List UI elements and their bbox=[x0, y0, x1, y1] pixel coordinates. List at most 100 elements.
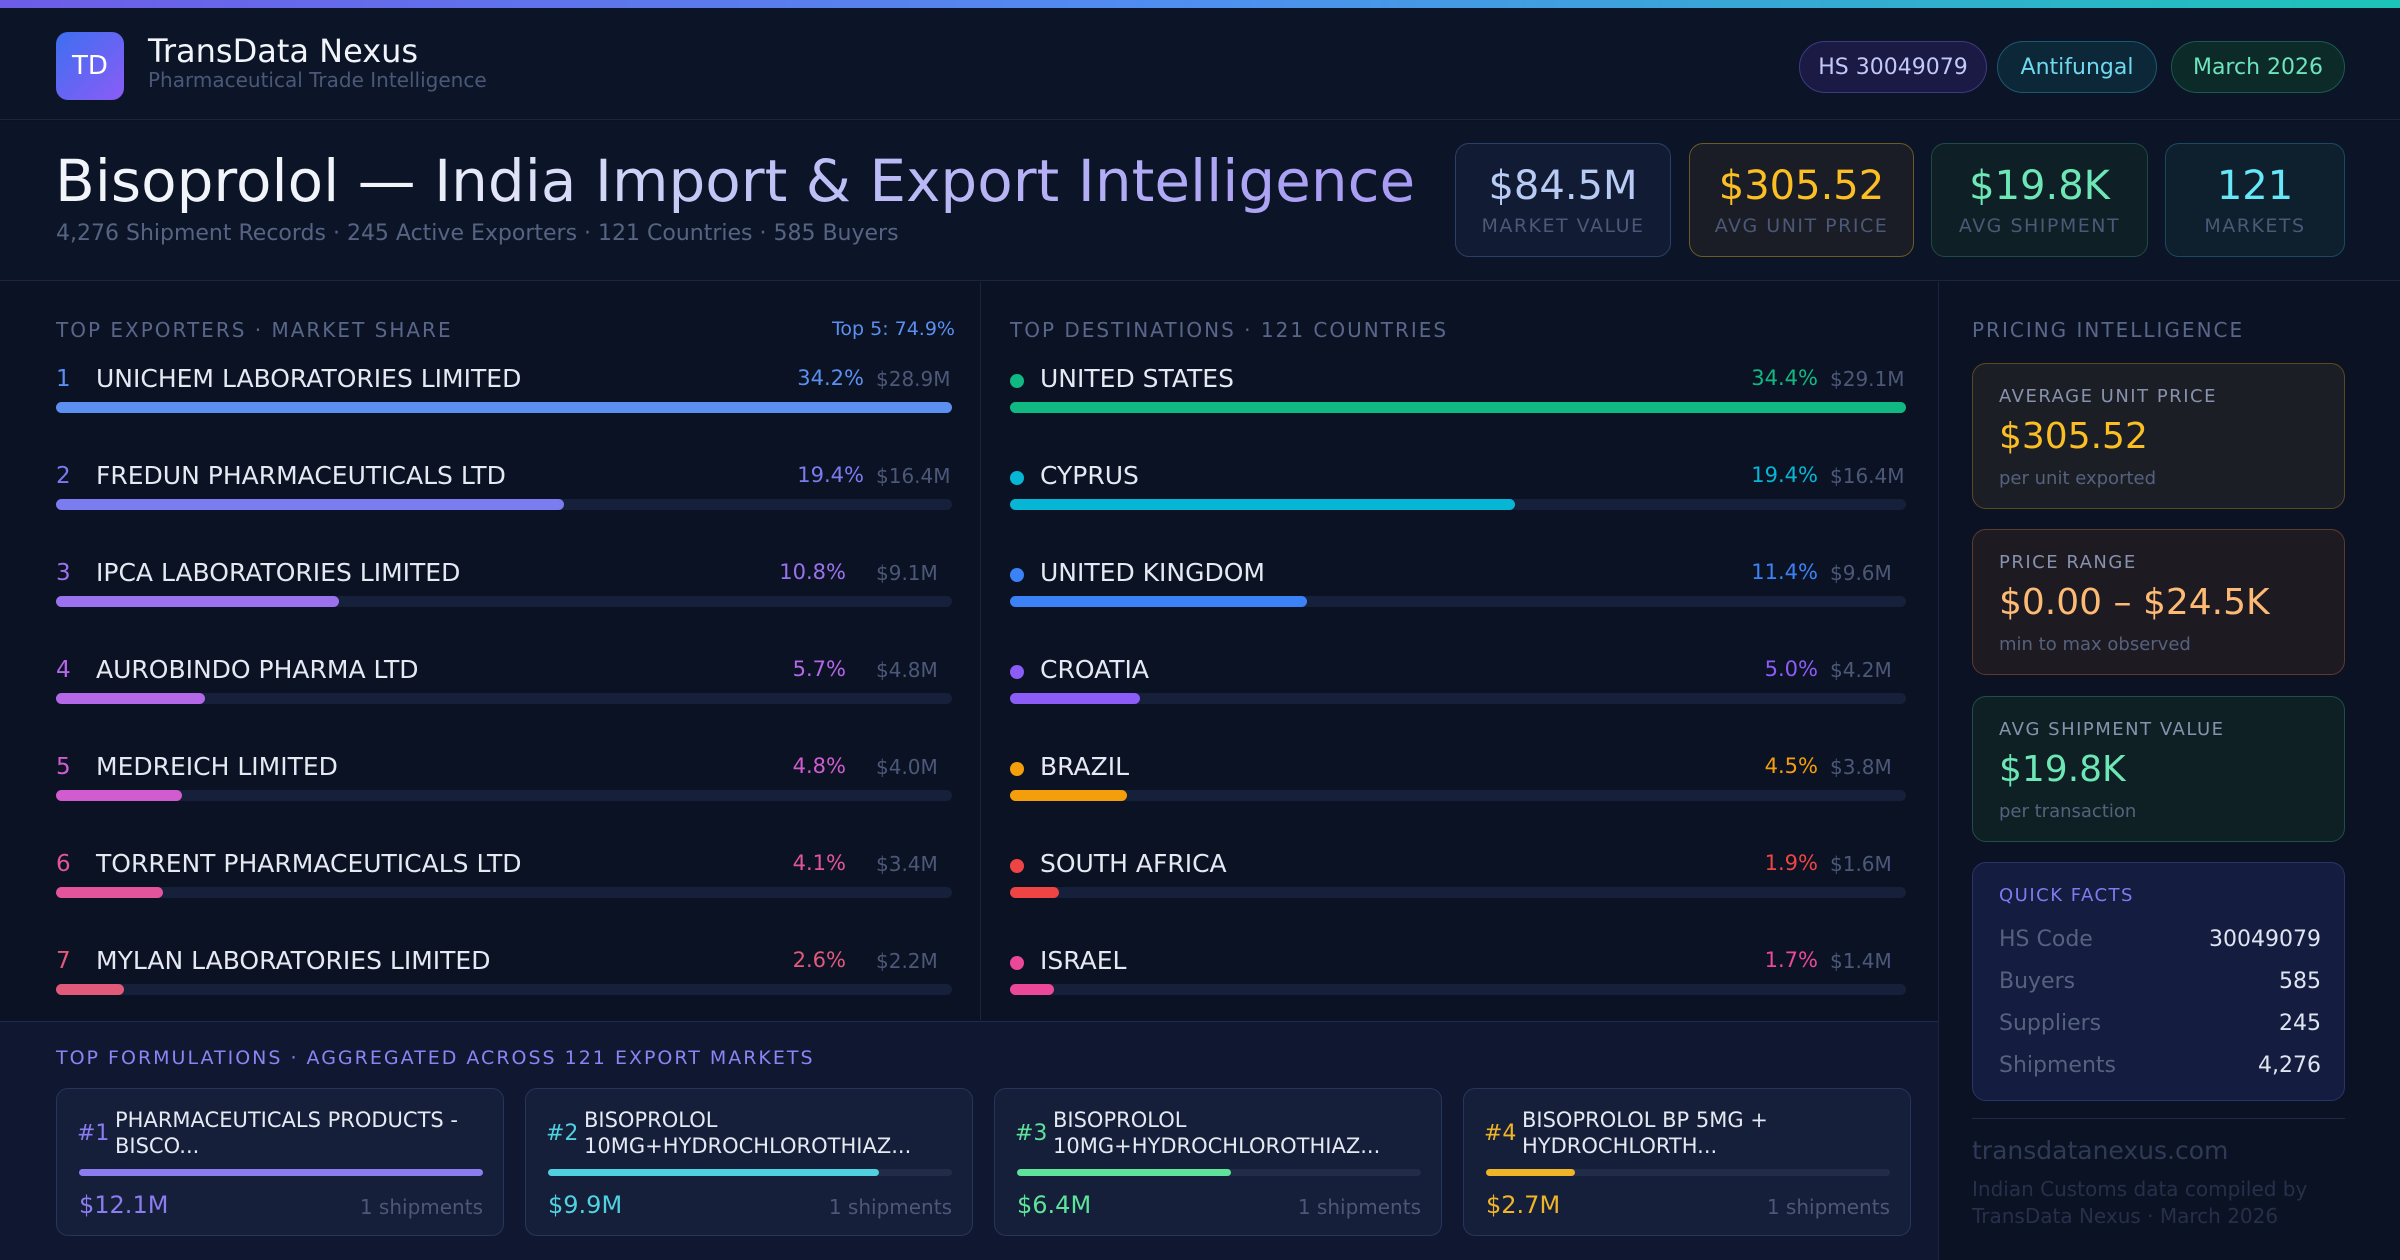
avg-unit-price-card: AVERAGE UNIT PRICE $305.52 per unit expo… bbox=[1972, 363, 2345, 509]
kpi-avg-unit-price: $305.52 AVG UNIT PRICE bbox=[1689, 143, 1914, 257]
formulation-name: PHARMACEUTICALS PRODUCTS - BISCO... bbox=[115, 1108, 458, 1158]
share-bar-track bbox=[1010, 693, 1906, 704]
destinations-panel-title: TOP DESTINATIONS · 121 COUNTRIES bbox=[1010, 318, 1449, 342]
country-dot bbox=[1010, 471, 1024, 485]
exporter-row[interactable]: 2 FREDUN PHARMACEUTICALS LTD 19.4% $16.4… bbox=[56, 461, 952, 527]
destination-row[interactable]: ISRAEL 1.7% $1.4M bbox=[1010, 946, 1906, 1012]
share-bar-track bbox=[1010, 887, 1906, 898]
formulation-bar-fill bbox=[1017, 1169, 1231, 1176]
rank-number: 2 bbox=[56, 463, 71, 489]
share-bar-track bbox=[1010, 596, 1906, 607]
rank-number: 5 bbox=[56, 754, 71, 780]
country-name: CYPRUS bbox=[1040, 461, 1139, 490]
destination-row[interactable]: UNITED STATES 34.4% $29.1M bbox=[1010, 364, 1906, 430]
kpi-avg-shipment: $19.8K AVG SHIPMENT bbox=[1931, 143, 2148, 257]
exporter-row[interactable]: 4 AUROBINDO PHARMA LTD 5.7% $4.8M bbox=[56, 655, 952, 721]
hs-code-pill[interactable]: HS 30049079 bbox=[1799, 41, 1987, 93]
formulation-rank: #3 bbox=[1015, 1121, 1048, 1146]
share-bar-fill bbox=[56, 984, 124, 995]
card-label: PRICE RANGE bbox=[1999, 552, 2137, 573]
card-sub: per transaction bbox=[1999, 801, 2137, 822]
pricing-panel-title: PRICING INTELLIGENCE bbox=[1972, 318, 2245, 342]
exporter-row[interactable]: 3 IPCA LABORATORIES LIMITED 10.8% $9.1M bbox=[56, 558, 952, 624]
app-header: TD TransData Nexus Pharmaceutical Trade … bbox=[0, 8, 2400, 120]
avg-shipment-value-card: AVG SHIPMENT VALUE $19.8K per transactio… bbox=[1972, 696, 2345, 842]
formulation-bar-track bbox=[1017, 1169, 1421, 1176]
share-bar-fill bbox=[1010, 790, 1127, 801]
sidebar-divider bbox=[1938, 282, 1939, 1260]
country-dot bbox=[1010, 568, 1024, 582]
share-percent: 2.6% bbox=[792, 948, 846, 972]
country-name: BRAZIL bbox=[1040, 752, 1130, 781]
destination-row[interactable]: UNITED KINGDOM 11.4% $9.6M bbox=[1010, 558, 1906, 624]
formulations-title: TOP FORMULATIONS · AGGREGATED ACROSS 121… bbox=[56, 1047, 815, 1069]
exporter-row[interactable]: 1 UNICHEM LABORATORIES LIMITED 34.2% $28… bbox=[56, 364, 952, 430]
footer-site[interactable]: transdatanexus.com bbox=[1972, 1136, 2229, 1165]
destination-row[interactable]: CYPRUS 19.4% $16.4M bbox=[1010, 461, 1906, 527]
quick-facts-card: QUICK FACTS HS Code 30049079 Buyers 585 … bbox=[1972, 862, 2345, 1101]
formulation-card[interactable]: #3 BISOPROLOL 10MG+HYDROCHLOROTHIAZ... $… bbox=[994, 1088, 1442, 1236]
rank-number: 4 bbox=[56, 657, 71, 683]
exporter-name: TORRENT PHARMACEUTICALS LTD bbox=[96, 849, 522, 878]
trade-value: $29.1M bbox=[1830, 367, 1905, 391]
share-bar-fill bbox=[56, 693, 205, 704]
share-bar-fill bbox=[1010, 887, 1059, 898]
formulation-card[interactable]: #4 BISOPROLOL BP 5MG + HYDROCHLORTH... $… bbox=[1463, 1088, 1911, 1236]
share-bar-track bbox=[56, 790, 952, 801]
country-name: ISRAEL bbox=[1040, 946, 1127, 975]
exporter-row[interactable]: 7 MYLAN LABORATORIES LIMITED 2.6% $2.2M bbox=[56, 946, 952, 1012]
formulation-bar-track bbox=[79, 1169, 483, 1176]
logo-badge[interactable]: TD bbox=[56, 32, 124, 100]
kpi-label: AVG SHIPMENT bbox=[1958, 215, 2121, 237]
country-dot bbox=[1010, 859, 1024, 873]
share-bar-fill bbox=[1010, 596, 1307, 607]
destination-row[interactable]: BRAZIL 4.5% $3.8M bbox=[1010, 752, 1906, 818]
share-percent: 34.4% bbox=[1751, 366, 1818, 390]
formulation-name: BISOPROLOL 10MG+HYDROCHLOROTHIAZ... bbox=[1053, 1108, 1381, 1158]
share-bar-track bbox=[56, 984, 952, 995]
country-name: UNITED STATES bbox=[1040, 364, 1234, 393]
exporter-name: UNICHEM LABORATORIES LIMITED bbox=[96, 364, 522, 393]
formulation-value: $6.4M bbox=[1017, 1191, 1092, 1219]
formulation-rank: #4 bbox=[1484, 1121, 1517, 1146]
share-bar-fill bbox=[56, 887, 163, 898]
fact-key: Shipments bbox=[1999, 1053, 2116, 1078]
kpi-value: 121 bbox=[2216, 163, 2294, 209]
country-name: UNITED KINGDOM bbox=[1040, 558, 1265, 587]
exporter-row[interactable]: 5 MEDREICH LIMITED 4.8% $4.0M bbox=[56, 752, 952, 818]
destination-row[interactable]: SOUTH AFRICA 1.9% $1.6M bbox=[1010, 849, 1906, 915]
trade-value: $9.1M bbox=[876, 561, 938, 585]
share-bar-fill bbox=[56, 596, 339, 607]
fact-row: Suppliers 245 bbox=[1999, 1011, 2321, 1041]
formulation-value: $9.9M bbox=[548, 1191, 623, 1219]
kpi-value: $19.8K bbox=[1969, 163, 2110, 209]
formulation-card[interactable]: #1 PHARMACEUTICALS PRODUCTS - BISCO... $… bbox=[56, 1088, 504, 1236]
share-bar-track bbox=[1010, 790, 1906, 801]
kpi-label: MARKETS bbox=[2204, 215, 2306, 237]
exporter-row[interactable]: 6 TORRENT PHARMACEUTICALS LTD 4.1% $3.4M bbox=[56, 849, 952, 915]
share-bar-fill bbox=[1010, 693, 1140, 704]
share-bar-fill bbox=[1010, 402, 1906, 413]
country-dot bbox=[1010, 665, 1024, 679]
share-bar-fill bbox=[1010, 499, 1515, 510]
share-percent: 4.1% bbox=[792, 851, 846, 875]
price-range-card: PRICE RANGE $0.00 – $24.5K min to max ob… bbox=[1972, 529, 2345, 675]
share-bar-track bbox=[56, 596, 952, 607]
trade-value: $3.4M bbox=[876, 852, 938, 876]
exporter-name: AUROBINDO PHARMA LTD bbox=[96, 655, 419, 684]
kpi-value: $84.5M bbox=[1488, 163, 1638, 209]
formulation-card[interactable]: #2 BISOPROLOL 10MG+HYDROCHLOROTHIAZ... $… bbox=[525, 1088, 973, 1236]
period-pill[interactable]: March 2026 bbox=[2171, 41, 2345, 93]
exporter-name: FREDUN PHARMACEUTICALS LTD bbox=[96, 461, 506, 490]
fact-value: 30049079 bbox=[2209, 927, 2321, 952]
card-value: $19.8K bbox=[1999, 749, 2126, 790]
destination-row[interactable]: CROATIA 5.0% $4.2M bbox=[1010, 655, 1906, 721]
formulation-name: BISOPROLOL 10MG+HYDROCHLOROTHIAZ... bbox=[584, 1108, 912, 1158]
country-name: CROATIA bbox=[1040, 655, 1149, 684]
share-bar-track bbox=[56, 499, 952, 510]
trade-value: $3.8M bbox=[1830, 755, 1892, 779]
share-bar-track bbox=[1010, 499, 1906, 510]
category-pill[interactable]: Antifungal bbox=[1997, 41, 2157, 93]
share-percent: 19.4% bbox=[797, 463, 864, 487]
hero-section: Bisoprolol — India Import & Export Intel… bbox=[0, 121, 2400, 281]
